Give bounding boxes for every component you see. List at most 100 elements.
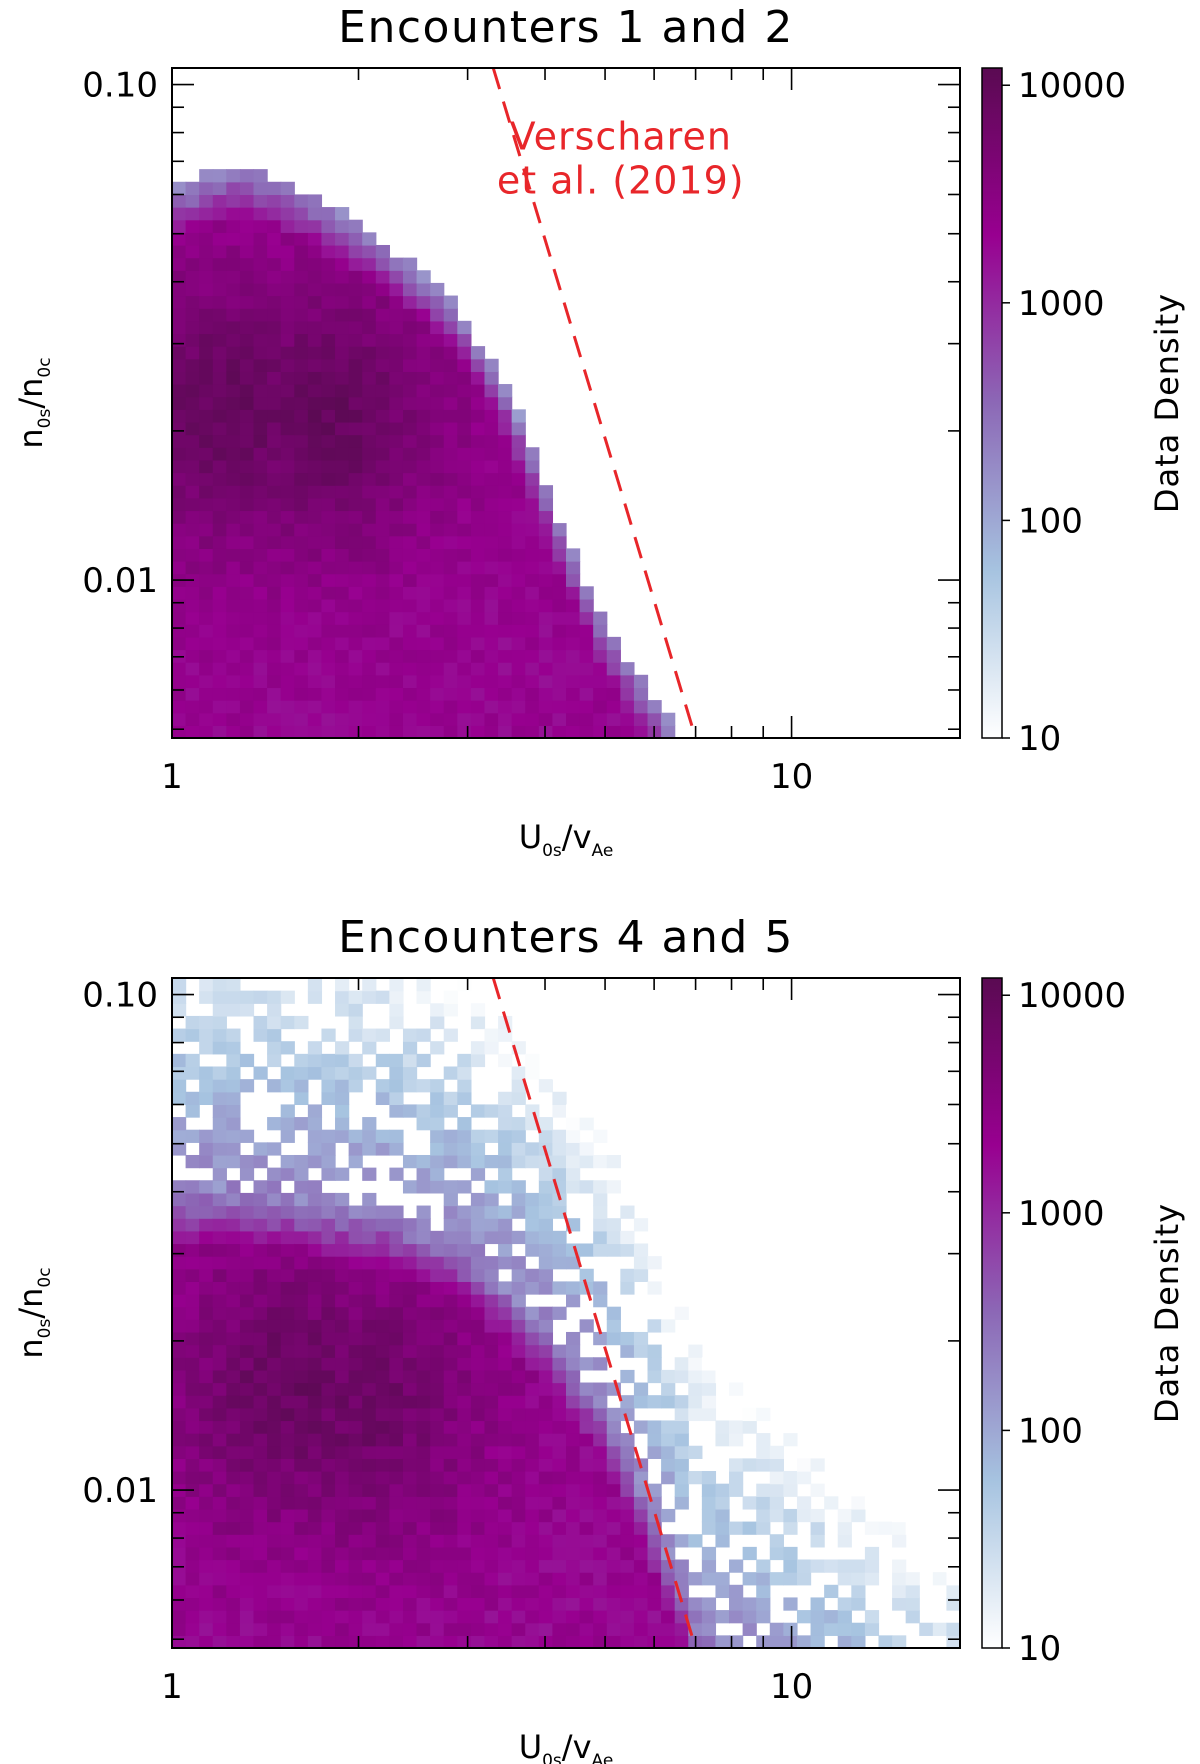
heatmap-cell bbox=[430, 1610, 445, 1624]
heatmap-cell bbox=[212, 1635, 227, 1649]
heatmap-cell bbox=[335, 978, 350, 992]
heatmap-cell bbox=[402, 472, 418, 486]
heatmap-cell bbox=[402, 1319, 418, 1333]
heatmap-cell bbox=[470, 1015, 486, 1030]
heatmap-cell bbox=[511, 573, 526, 587]
heatmap-cell bbox=[239, 1319, 255, 1333]
heatmap-cell bbox=[321, 1407, 336, 1422]
heatmap-cell bbox=[810, 1534, 825, 1548]
heatmap-cell bbox=[606, 1420, 621, 1434]
heatmap-cell bbox=[226, 1268, 241, 1282]
heatmap-cell bbox=[362, 1407, 377, 1422]
heatmap-cell bbox=[769, 1445, 784, 1459]
heatmap-cell bbox=[212, 1079, 227, 1093]
heatmap-cell bbox=[185, 687, 200, 701]
heatmap-cell bbox=[375, 1521, 390, 1535]
heatmap-cell bbox=[402, 510, 418, 524]
heatmap-cell bbox=[566, 1572, 581, 1586]
heatmap-cell bbox=[824, 1622, 839, 1636]
heatmap-cell bbox=[389, 1344, 404, 1358]
heatmap-cell bbox=[470, 447, 486, 461]
heatmap-cell bbox=[525, 1546, 540, 1561]
heatmap-cell bbox=[199, 662, 214, 676]
heatmap-cell bbox=[661, 1559, 676, 1573]
heatmap-cell bbox=[307, 523, 323, 537]
heatmap-cell bbox=[348, 1407, 363, 1422]
heatmap-cell bbox=[307, 219, 323, 233]
heatmap-cell bbox=[212, 611, 227, 625]
heatmap-cell bbox=[226, 1104, 241, 1118]
heatmap-cell bbox=[457, 1407, 472, 1422]
heatmap-cell bbox=[498, 611, 513, 625]
heatmap-cell bbox=[307, 1496, 323, 1510]
heatmap-cell bbox=[362, 523, 377, 537]
heatmap-cell bbox=[566, 1521, 581, 1535]
heatmap-cell bbox=[498, 1483, 513, 1497]
heatmap-cell bbox=[538, 1369, 554, 1384]
heatmap-cell bbox=[172, 1192, 187, 1207]
heatmap-cell bbox=[375, 624, 390, 638]
heatmap-cell bbox=[199, 1395, 214, 1409]
heatmap-cell bbox=[253, 1395, 268, 1409]
heatmap-cell bbox=[389, 1079, 404, 1093]
heatmap-cell bbox=[307, 1508, 323, 1523]
heatmap-cell bbox=[335, 1635, 350, 1649]
heatmap-cell bbox=[335, 573, 350, 587]
heatmap-cell bbox=[375, 1129, 390, 1143]
heatmap-cell bbox=[416, 598, 431, 613]
heatmap-cell bbox=[226, 1154, 241, 1169]
heatmap-cell bbox=[688, 1407, 703, 1422]
heatmap-cell bbox=[443, 1407, 458, 1422]
heatmap-cell bbox=[199, 308, 214, 322]
heatmap-cell bbox=[769, 1483, 784, 1497]
heatmap-cell bbox=[593, 1357, 608, 1371]
heatmap-cell bbox=[239, 1230, 255, 1245]
heatmap-cell bbox=[348, 990, 363, 1004]
heatmap-cell bbox=[538, 497, 554, 512]
heatmap-cell bbox=[443, 1559, 458, 1573]
y-tick-label: 0.01 bbox=[82, 561, 158, 601]
heatmap-cell bbox=[321, 1622, 336, 1636]
heatmap-cell bbox=[946, 1622, 961, 1636]
heatmap-cell bbox=[443, 700, 458, 714]
heatmap-cell bbox=[525, 636, 540, 651]
heatmap-cell bbox=[498, 674, 513, 689]
heatmap-cell bbox=[253, 1154, 268, 1169]
heatmap-cell bbox=[430, 636, 445, 651]
heatmap-cell bbox=[593, 1597, 608, 1611]
heatmap-cell bbox=[199, 712, 214, 726]
heatmap-cell bbox=[185, 1572, 200, 1586]
heatmap-cell bbox=[212, 232, 227, 246]
heatmap-cell bbox=[837, 1597, 852, 1611]
heatmap-cell bbox=[335, 1230, 350, 1245]
heatmap-cell bbox=[620, 1268, 635, 1282]
heatmap-cell bbox=[212, 282, 227, 297]
heatmap-cell bbox=[729, 1635, 744, 1649]
heatmap-cell bbox=[294, 1357, 309, 1371]
heatmap-cell bbox=[212, 485, 227, 499]
heatmap-cell bbox=[538, 1167, 554, 1181]
heatmap-cell bbox=[566, 1622, 581, 1636]
heatmap-cell bbox=[402, 358, 418, 372]
heatmap-cell bbox=[525, 1445, 540, 1459]
heatmap-cell bbox=[416, 472, 431, 486]
heatmap-cell bbox=[185, 1369, 200, 1384]
heatmap-cell bbox=[511, 1344, 526, 1358]
heatmap-cell bbox=[280, 1622, 295, 1636]
heatmap-cell bbox=[212, 1597, 227, 1611]
heatmap-cell bbox=[525, 1192, 540, 1207]
heatmap-cell bbox=[688, 1382, 703, 1396]
heatmap-cell bbox=[932, 1622, 948, 1636]
heatmap-cell bbox=[606, 1154, 621, 1169]
heatmap-cell bbox=[457, 1496, 472, 1510]
heatmap-cell bbox=[470, 510, 486, 524]
heatmap-cell bbox=[430, 1496, 445, 1510]
heatmap-cell bbox=[606, 674, 621, 689]
heatmap-cell bbox=[566, 1546, 581, 1561]
heatmap-cell bbox=[470, 1268, 486, 1282]
heatmap-cell bbox=[267, 1319, 282, 1333]
heatmap-cell bbox=[837, 1521, 852, 1535]
heatmap-cell bbox=[307, 1559, 323, 1573]
heatmap-cell bbox=[402, 1369, 418, 1384]
heatmap-cell bbox=[457, 611, 472, 625]
